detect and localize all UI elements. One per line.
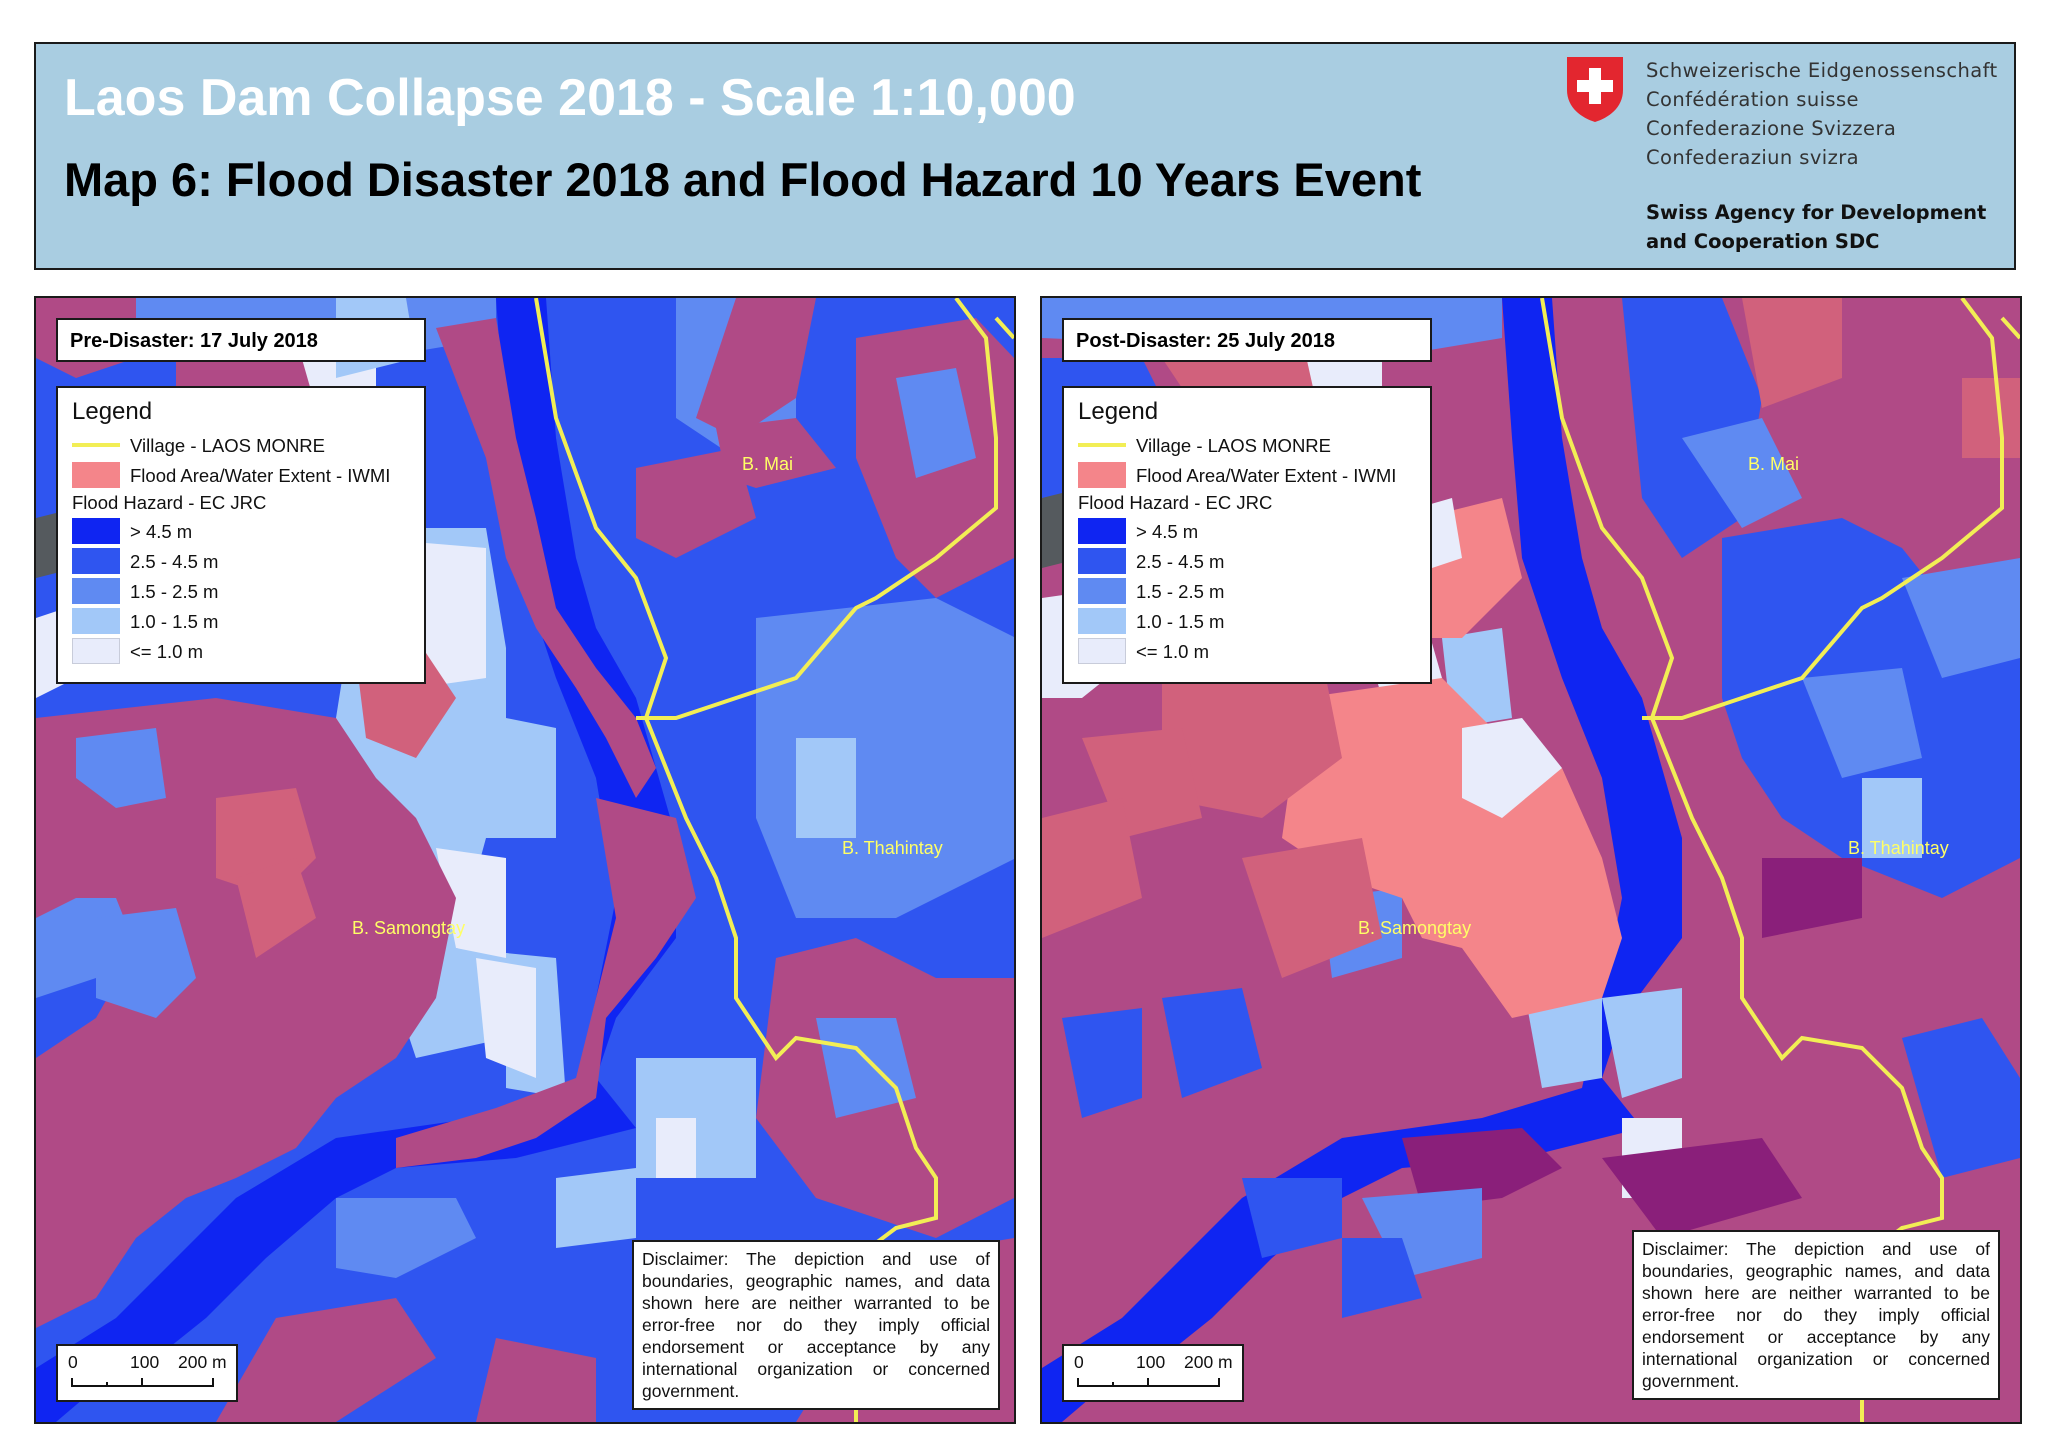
legend-label-hazard-1: > 4.5 m bbox=[130, 521, 193, 542]
hazard-swatch-3 bbox=[72, 578, 120, 604]
flood-area-swatch bbox=[1078, 462, 1126, 488]
scale-label-200: 200 m bbox=[178, 1352, 227, 1372]
confed-line-fr: Confédération suisse bbox=[1646, 88, 1859, 111]
confed-line-it: Confederazione Svizzera bbox=[1646, 117, 1897, 140]
village-label-b-samongtay: B. Samongtay bbox=[1358, 918, 1472, 938]
confed-line-rm: Confederaziun svizra bbox=[1646, 146, 1859, 169]
terrain-layer bbox=[1042, 298, 2020, 1422]
agency-line-1: Swiss Agency for Development bbox=[1646, 201, 1987, 224]
scale-label-100: 100 bbox=[130, 1352, 160, 1372]
village-label-b-thahintay: B. Thahintay bbox=[842, 838, 943, 858]
village-line-icon bbox=[72, 443, 120, 447]
disclaimer: Disclaimer: The depiction and use of bou… bbox=[1632, 1230, 2000, 1400]
legend-label-flood-area: Flood Area/Water Extent - IWMI bbox=[130, 465, 391, 486]
legend-label-hazard-5: <= 1.0 m bbox=[1136, 641, 1210, 662]
scale-label-100: 100 bbox=[1136, 1352, 1166, 1372]
legend-label-hazard-4: 1.0 - 1.5 m bbox=[130, 611, 219, 632]
confed-line-de: Schweizerische Eidgenossenschaft bbox=[1646, 59, 1998, 82]
legend-title: Legend bbox=[72, 398, 153, 425]
date-label-pre: Pre-Disaster: 17 July 2018 bbox=[56, 318, 426, 362]
scale-bar-ruler bbox=[1077, 1378, 1220, 1387]
legend-hazard-heading: Flood Hazard - EC JRC bbox=[1078, 492, 1273, 513]
village-label-b-samongtay: B. Samongtay bbox=[352, 918, 466, 938]
hazard-swatch-3 bbox=[1078, 578, 1126, 604]
legend-title: Legend bbox=[1078, 398, 1159, 425]
legend-label-hazard-4: 1.0 - 1.5 m bbox=[1136, 611, 1225, 632]
map-subtitle: Map 6: Flood Disaster 2018 and Flood Haz… bbox=[64, 153, 1422, 206]
legend: Legend Village - LAOS MONRE Flood Area/W… bbox=[56, 386, 426, 684]
terrain-layer bbox=[36, 298, 1014, 1422]
hazard-swatch-2 bbox=[1078, 548, 1126, 574]
agency-name: Swiss Agency for Development and Coopera… bbox=[1646, 198, 2006, 256]
legend-label-hazard-5: <= 1.0 m bbox=[130, 641, 204, 662]
legend-label-hazard-2: 2.5 - 4.5 m bbox=[130, 551, 219, 572]
map-header: Laos Dam Collapse 2018 - Scale 1:10,000 … bbox=[34, 42, 2016, 270]
hazard-swatch-1 bbox=[1078, 518, 1126, 544]
disclaimer: Disclaimer: The depiction and use of bou… bbox=[632, 1240, 1000, 1410]
village-label-b-thahintay: B. Thahintay bbox=[1848, 838, 1949, 858]
scale-label-0: 0 bbox=[1074, 1352, 1084, 1372]
map-title: Laos Dam Collapse 2018 - Scale 1:10,000 bbox=[64, 69, 1076, 127]
hazard-swatch-2 bbox=[72, 548, 120, 574]
map-panel-post-disaster[interactable]: Post-Disaster: 25 July 2018 Legend Villa… bbox=[1040, 296, 2022, 1424]
legend-label-flood-area: Flood Area/Water Extent - IWMI bbox=[1136, 465, 1397, 486]
date-label-post: Post-Disaster: 25 July 2018 bbox=[1062, 318, 1432, 362]
legend-label-village: Village - LAOS MONRE bbox=[130, 435, 325, 456]
village-line-icon bbox=[1078, 443, 1126, 447]
hazard-swatch-1 bbox=[72, 518, 120, 544]
agency-line-2: and Cooperation SDC bbox=[1646, 230, 1880, 253]
village-label-b-mai: B. Mai bbox=[742, 454, 794, 474]
hazard-swatch-5 bbox=[1078, 638, 1126, 664]
legend-label-hazard-1: > 4.5 m bbox=[1136, 521, 1199, 542]
hazard-swatch-4 bbox=[1078, 608, 1126, 634]
confederation-names: Schweizerische Eidgenossenschaft Confédé… bbox=[1646, 56, 2006, 172]
legend-hazard-heading: Flood Hazard - EC JRC bbox=[72, 492, 267, 513]
village-label-b-mai: B. Mai bbox=[1748, 454, 1800, 474]
hazard-swatch-5 bbox=[72, 638, 120, 664]
legend: Legend Village - LAOS MONRE Flood Area/W… bbox=[1062, 386, 1432, 684]
legend-label-village: Village - LAOS MONRE bbox=[1136, 435, 1331, 456]
scale-label-200: 200 m bbox=[1184, 1352, 1233, 1372]
scale-bar: 0 100 200 m bbox=[1062, 1344, 1244, 1402]
map-panel-pre-disaster[interactable]: Pre-Disaster: 17 July 2018 Legend Villag… bbox=[34, 296, 1016, 1424]
swiss-crest-logo bbox=[1567, 57, 1623, 122]
legend-label-hazard-3: 1.5 - 2.5 m bbox=[130, 581, 219, 602]
scale-bar-ruler bbox=[71, 1378, 214, 1387]
flood-area-swatch bbox=[72, 462, 120, 488]
legend-label-hazard-3: 1.5 - 2.5 m bbox=[1136, 581, 1225, 602]
hazard-swatch-4 bbox=[72, 608, 120, 634]
scale-label-0: 0 bbox=[68, 1352, 78, 1372]
legend-label-hazard-2: 2.5 - 4.5 m bbox=[1136, 551, 1225, 572]
scale-bar: 0 100 200 m bbox=[56, 1344, 238, 1402]
